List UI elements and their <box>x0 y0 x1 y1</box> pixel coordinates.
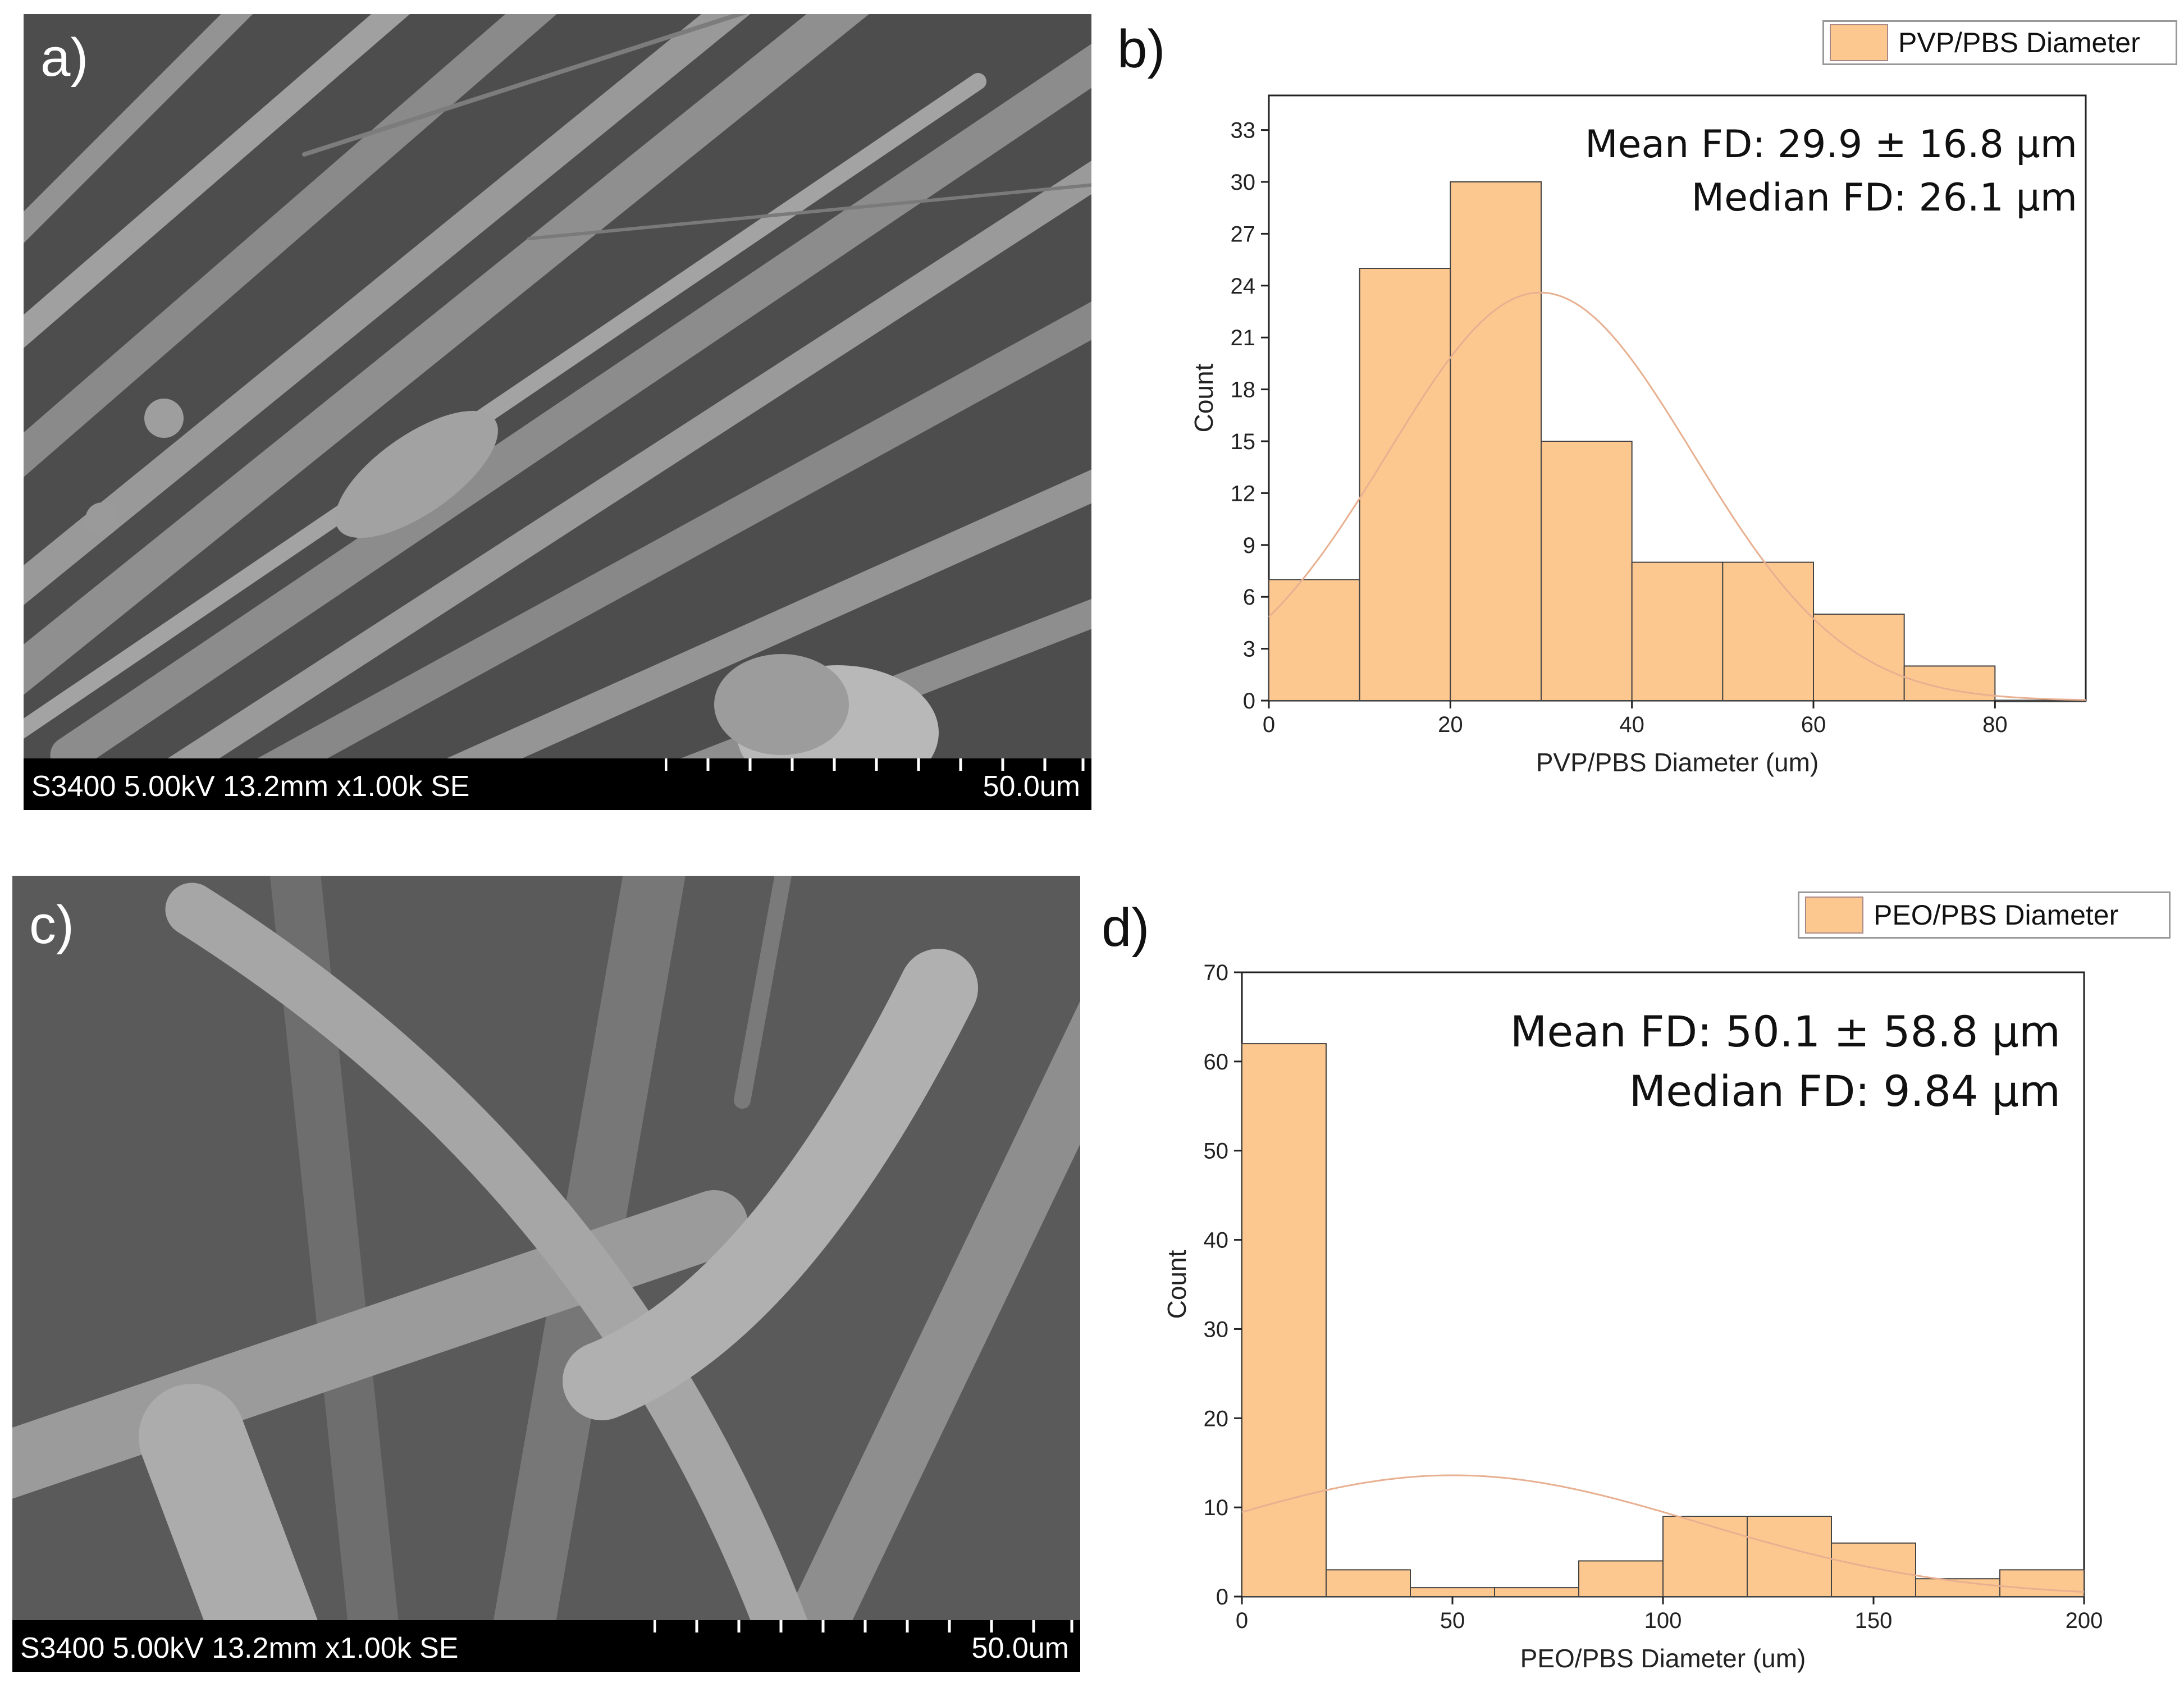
histogram-bar <box>1326 1569 1411 1597</box>
histogram-bar <box>1578 1560 1664 1597</box>
sem-image-c: c) S3400 5.00kV 13.2mm x1.00k SE 50.0um <box>12 876 1080 1672</box>
panel-letter-a: a) <box>40 28 89 88</box>
histogram-bar <box>1903 665 1996 702</box>
histogram-bar <box>1813 614 1905 701</box>
y-tick-label: 24 <box>1231 274 1256 299</box>
sem-settings-text-c: S3400 5.00kV 13.2mm x1.00k SE <box>20 1632 459 1664</box>
histogram-bar <box>1241 1043 1327 1597</box>
sem-image-a: a) S3400 5.00kV 13.2mm x1.00k SE 50.0um <box>24 14 1091 810</box>
y-tick-label: 21 <box>1231 326 1256 350</box>
y-axis-label: Count <box>1162 1250 1191 1319</box>
histogram-bar <box>1450 181 1542 701</box>
x-tick-label: 40 <box>1619 712 1644 737</box>
histogram-bar <box>1915 1578 2000 1597</box>
x-tick-label: 60 <box>1801 712 1826 737</box>
y-tick-label: 6 <box>1243 585 1255 610</box>
y-tick-label: 12 <box>1231 481 1256 506</box>
x-tick-label: 50 <box>1440 1608 1465 1633</box>
x-axis-label: PVP/PBS Diameter (um) <box>1536 748 1819 777</box>
panel-letter-d: d) <box>1102 898 1150 958</box>
x-axis-label: PEO/PBS Diameter (um) <box>1520 1644 1806 1673</box>
x-tick-label: 80 <box>1982 712 2008 737</box>
stats-annotation-b: Mean FD: 29.9 ± 16.8 µm Median FD: 26.1 … <box>1460 118 2077 225</box>
legend-swatch-d <box>1805 897 1863 934</box>
normal-fit-curve <box>1268 291 2086 701</box>
median-fd-text-b: Median FD: 26.1 µm <box>1691 176 2077 221</box>
y-tick-label: 30 <box>1231 170 1256 195</box>
y-axis-label: Count <box>1189 363 1218 432</box>
median-fd-text-d: Median FD: 9.84 µm <box>1629 1066 2060 1117</box>
histogram-bar <box>1994 700 2086 702</box>
y-tick-label: 9 <box>1243 533 1255 558</box>
fiber-texture-c <box>12 876 1080 1672</box>
legend-label-d: PEO/PBS Diameter <box>1874 899 2119 931</box>
y-tick-label: 15 <box>1231 429 1256 454</box>
histogram-bar <box>1831 1542 1916 1598</box>
scale-bar-label-c: 50.0um <box>971 1632 1069 1664</box>
histogram-bar <box>1359 268 1451 701</box>
scale-ticks-c <box>654 1620 1073 1632</box>
x-tick-label: 100 <box>1644 1608 1682 1633</box>
mean-fd-text-b: Mean FD: 29.9 ± 16.8 µm <box>1584 122 2077 167</box>
normal-fit-curve <box>1241 1474 2085 1593</box>
y-tick-label: 33 <box>1231 118 1256 143</box>
histogram-bar <box>1541 441 1633 701</box>
histogram-bar <box>1268 579 1360 702</box>
sem-info-bar-c: S3400 5.00kV 13.2mm x1.00k SE 50.0um <box>12 1620 1080 1672</box>
x-tick-label: 0 <box>1263 712 1275 737</box>
histogram-bar <box>1999 1569 2085 1597</box>
y-tick-label: 10 <box>1204 1496 1229 1520</box>
x-tick-label: 200 <box>2066 1608 2103 1633</box>
y-tick-label: 20 <box>1204 1406 1229 1431</box>
fiber-texture-a <box>24 14 1091 810</box>
y-tick-label: 3 <box>1243 637 1255 662</box>
legend-swatch-b <box>1830 24 1888 61</box>
histogram-bar <box>1722 561 1814 701</box>
stats-annotation-d: Mean FD: 50.1 ± 58.8 µm Median FD: 9.84 … <box>1387 1002 2060 1122</box>
sem-settings-text-a: S3400 5.00kV 13.2mm x1.00k SE <box>31 770 470 803</box>
panel-letter-b: b) <box>1117 19 1166 79</box>
legend-label-b: PVP/PBS Diameter <box>1898 27 2140 58</box>
histogram-bar <box>1631 561 1724 701</box>
panel-letter-c: c) <box>29 895 74 955</box>
y-tick-label: 30 <box>1204 1317 1229 1342</box>
y-tick-label: 27 <box>1231 222 1256 246</box>
histogram-bar <box>1494 1587 1579 1597</box>
legend-b: PVP/PBS Diameter <box>1822 20 2177 65</box>
histogram-bar <box>1410 1587 1495 1597</box>
histogram-bar <box>1662 1516 1748 1597</box>
mean-fd-text-d: Mean FD: 50.1 ± 58.8 µm <box>1510 1007 2060 1057</box>
x-tick-label: 150 <box>1855 1608 1893 1633</box>
y-tick-label: 0 <box>1216 1585 1228 1609</box>
x-tick-label: 0 <box>1236 1608 1248 1633</box>
y-tick-label: 70 <box>1204 961 1229 985</box>
y-tick-label: 50 <box>1204 1139 1229 1164</box>
y-tick-label: 0 <box>1243 689 1255 714</box>
legend-d: PEO/PBS Diameter <box>1798 891 2171 939</box>
sem-info-bar-a: S3400 5.00kV 13.2mm x1.00k SE 50.0um <box>24 758 1091 810</box>
y-tick-label: 18 <box>1231 378 1256 403</box>
scale-bar-label-a: 50.0um <box>983 770 1080 803</box>
y-tick-label: 60 <box>1204 1050 1229 1074</box>
histogram-bar <box>1747 1516 1832 1597</box>
scale-ticks-a <box>665 758 1085 771</box>
y-tick-label: 40 <box>1204 1228 1229 1253</box>
x-tick-label: 20 <box>1438 712 1463 737</box>
